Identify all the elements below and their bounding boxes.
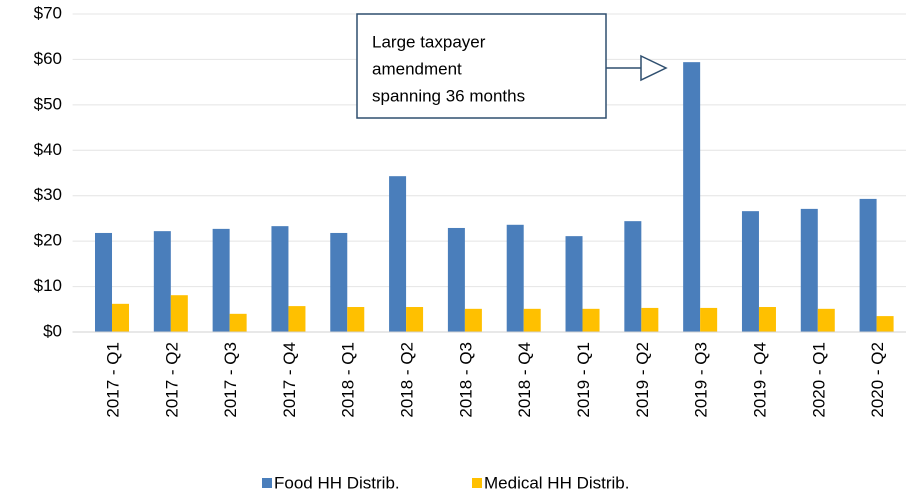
bar <box>330 232 348 332</box>
bar <box>683 62 701 332</box>
x-tick-label: 2018 - Q4 <box>515 342 534 418</box>
x-tick-label: 2018 - Q3 <box>456 342 475 418</box>
x-tick-label: 2020 - Q1 <box>809 342 828 418</box>
legend-label: Food HH Distrib. <box>274 473 400 492</box>
bar <box>464 308 482 332</box>
y-tick-label: $60 <box>34 49 62 68</box>
bar <box>288 306 306 332</box>
bar <box>153 231 171 332</box>
bar <box>523 308 541 332</box>
legend-label: Medical HH Distrib. <box>484 473 629 492</box>
x-tick-label: 2019 - Q3 <box>692 342 711 418</box>
y-tick-label: $10 <box>34 276 62 295</box>
bar <box>700 307 718 332</box>
bar <box>817 308 835 332</box>
bar <box>741 211 759 332</box>
bar <box>229 313 247 332</box>
y-tick-label: $50 <box>34 94 62 113</box>
bar <box>800 208 818 332</box>
annotation-arrowhead <box>640 54 668 82</box>
x-tick-label: 2020 - Q2 <box>868 342 887 418</box>
x-tick-label: 2019 - Q2 <box>633 342 652 418</box>
x-tick-label: 2017 - Q1 <box>103 342 122 418</box>
annotation-box <box>356 13 607 119</box>
y-tick-label: $40 <box>34 140 62 159</box>
bar <box>347 307 365 332</box>
x-tick-label: 2017 - Q4 <box>280 342 299 418</box>
legend-swatch <box>472 478 482 488</box>
bar <box>641 307 659 332</box>
bar <box>565 236 583 332</box>
bar <box>447 227 465 332</box>
y-tick-label: $20 <box>34 231 62 250</box>
bar <box>624 221 642 332</box>
x-tick-label: 2017 - Q2 <box>162 342 181 418</box>
bar <box>112 303 130 332</box>
y-tick-label: $30 <box>34 185 62 204</box>
bar <box>506 224 524 332</box>
y-tick-label: $0 <box>43 321 62 340</box>
legend-swatch <box>262 478 272 488</box>
annotation-text: amendment <box>372 59 462 78</box>
y-tick-label: $70 <box>34 3 62 22</box>
bar <box>212 228 230 332</box>
bar <box>95 232 113 332</box>
x-tick-label: 2017 - Q3 <box>221 342 240 418</box>
bar <box>406 307 424 332</box>
x-tick-label: 2018 - Q2 <box>398 342 417 418</box>
bar <box>758 307 776 332</box>
annotation-text: Large taxpayer <box>372 32 486 51</box>
bar <box>859 198 877 332</box>
x-tick-label: 2018 - Q1 <box>339 342 358 418</box>
x-tick-label: 2019 - Q4 <box>750 342 769 418</box>
bar <box>389 176 407 332</box>
annotation-text: spanning 36 months <box>372 86 525 105</box>
bar <box>170 295 188 332</box>
bar <box>271 226 289 332</box>
bar <box>876 316 894 332</box>
x-tick-label: 2019 - Q1 <box>574 342 593 418</box>
bar <box>582 308 600 332</box>
